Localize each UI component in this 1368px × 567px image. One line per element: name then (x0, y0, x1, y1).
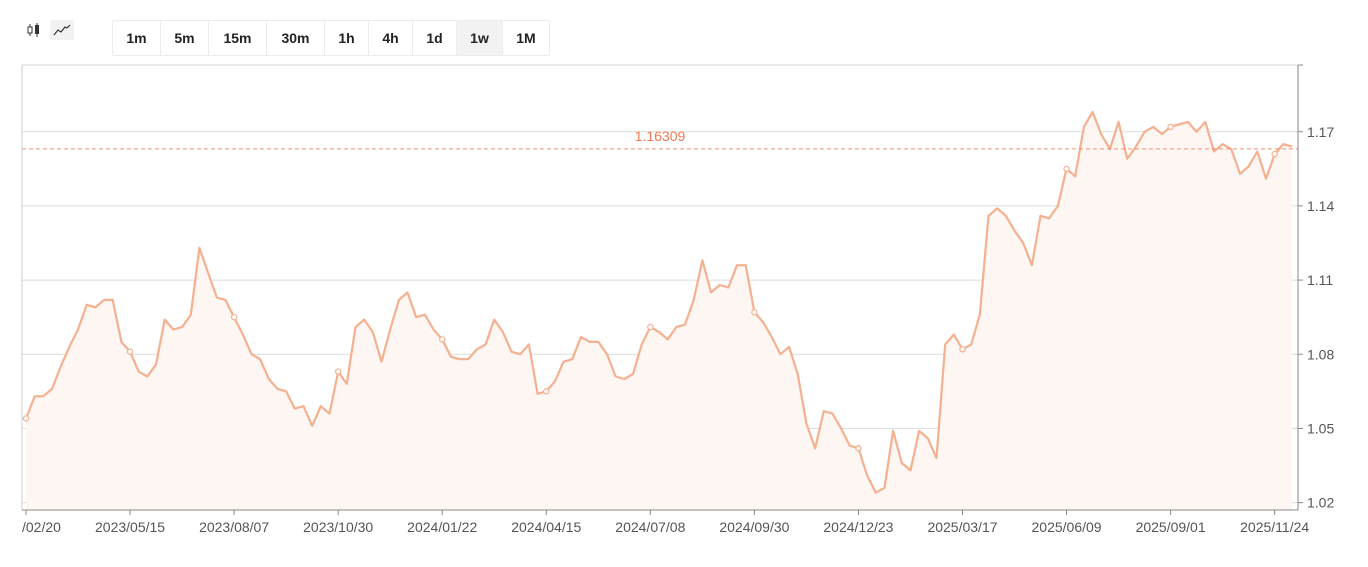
candlestick-icon[interactable] (22, 20, 46, 40)
interval-1d-button[interactable]: 1d (413, 21, 457, 55)
y-tick-label: 1.14 (1307, 198, 1334, 214)
data-point-marker (751, 309, 758, 316)
price-area-fill (26, 112, 1292, 510)
y-tick-label: 1.11 (1307, 272, 1333, 288)
data-point-marker (230, 313, 238, 321)
y-tick-label: 1.02 (1307, 495, 1334, 511)
interval-5m-button[interactable]: 5m (161, 21, 209, 55)
data-point-marker (126, 348, 134, 355)
current-price-label: 1.16309 (635, 128, 686, 144)
x-tick-label: 2024/07/08 (615, 519, 685, 535)
data-point-marker (1167, 123, 1174, 131)
data-point-marker (22, 415, 30, 422)
x-tick-label: 2025/11/24 (1240, 519, 1309, 535)
x-tick-label: 2023/05/15 (95, 519, 165, 535)
x-tick-label: 2024/09/30 (719, 519, 789, 535)
line-chart-icon[interactable] (50, 20, 74, 40)
data-point-marker (439, 336, 446, 343)
y-tick-label: 1.08 (1307, 346, 1334, 362)
chart-type-toggle (22, 20, 74, 40)
data-point-marker (1271, 150, 1278, 158)
data-point-marker (959, 346, 966, 353)
data-point-marker (543, 388, 550, 395)
x-tick-label: 2024/12/23 (823, 519, 893, 535)
interval-1m-button[interactable]: 1m (113, 21, 161, 55)
interval-1w-button[interactable]: 1w (457, 21, 503, 55)
x-tick-label: 2023/08/07 (199, 519, 269, 535)
interval-1h-button[interactable]: 1h (325, 21, 369, 55)
interval-4h-button[interactable]: 4h (369, 21, 413, 55)
x-tick-label: 2025/06/09 (1032, 519, 1102, 535)
data-point-marker (334, 368, 342, 375)
price-line (24, 110, 1293, 494)
data-point-marker (1063, 165, 1070, 173)
data-point-marker (855, 444, 862, 452)
interval-selector: 1m 5m 15m 30m 1h 4h 1d 1w 1M (112, 20, 550, 56)
y-tick-label: 1.05 (1307, 420, 1334, 436)
x-tick-label: 2024/04/15 (511, 519, 581, 535)
x-tick-label: 2025/03/17 (927, 519, 997, 535)
data-point-marker (647, 323, 654, 331)
x-tick-label: 2025/09/01 (1136, 519, 1206, 535)
y-tick-label: 1.17 (1307, 124, 1334, 140)
interval-30m-button[interactable]: 30m (267, 21, 325, 55)
x-tick-label: 2024/01/22 (407, 519, 477, 535)
x-tick-label: 2023/10/30 (303, 519, 373, 535)
interval-15m-button[interactable]: 15m (209, 21, 267, 55)
interval-1m-month-button[interactable]: 1M (516, 30, 536, 46)
x-tick-label: /02/20 (22, 519, 61, 535)
